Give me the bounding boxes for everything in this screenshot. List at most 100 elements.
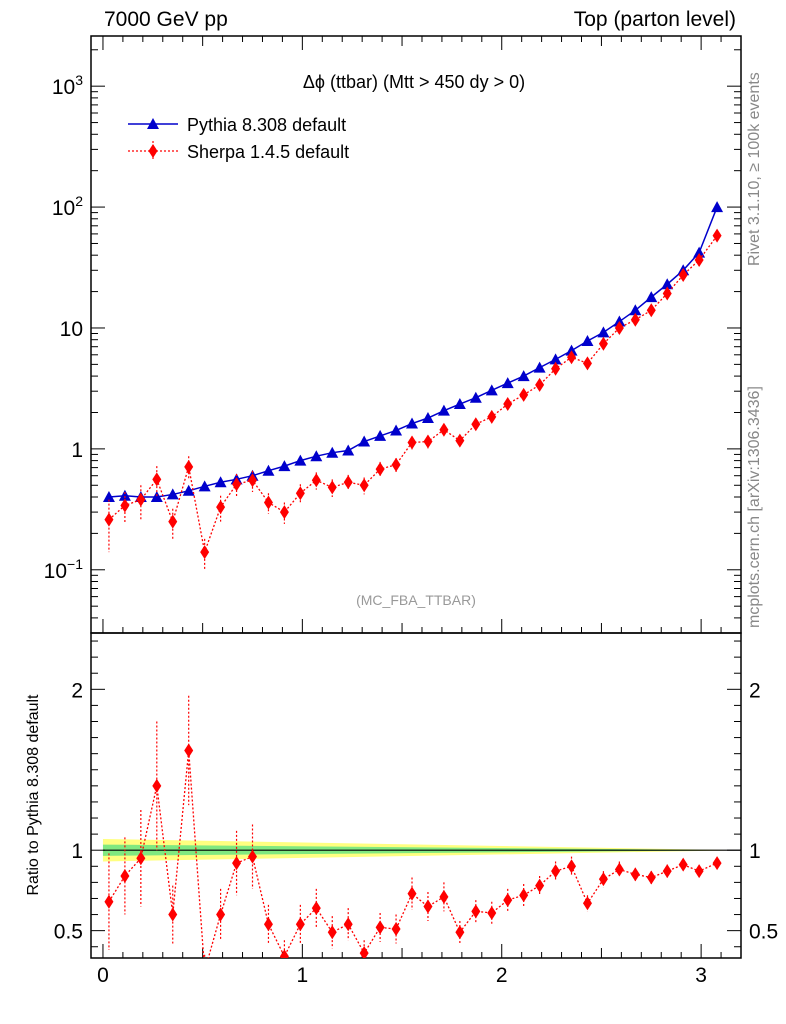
ratio-point — [519, 888, 529, 903]
ratio-point — [471, 904, 481, 919]
ratio-point — [503, 893, 513, 908]
ratio-point — [136, 851, 146, 866]
sherpa-point — [375, 462, 385, 477]
pythia-point — [102, 490, 115, 502]
pythia-point — [374, 429, 387, 441]
header-left-title: 7000 GeV pp — [104, 8, 228, 31]
sherpa-point — [455, 433, 465, 448]
ratio-point — [630, 867, 640, 882]
sherpa-point — [535, 377, 545, 392]
sherpa-point — [216, 500, 226, 515]
sherpa-point — [678, 268, 688, 283]
pythia-point — [501, 377, 514, 389]
sherpa-point — [152, 472, 162, 487]
pythia-point — [150, 490, 163, 502]
sherpa-point — [104, 512, 114, 527]
ratio-point — [200, 964, 209, 978]
pythia-point — [661, 278, 674, 290]
pythia-point — [214, 476, 227, 488]
ratio-y-tick-label-left: 1 — [71, 840, 83, 863]
sherpa-point — [136, 492, 146, 507]
ratio-y-tick-label-right: 2 — [749, 679, 761, 702]
ratio-point — [614, 862, 624, 877]
sherpa-point — [279, 505, 289, 520]
ratio-point — [662, 864, 672, 879]
ratio-point — [343, 917, 353, 932]
ratio-point — [168, 907, 178, 922]
legend-sherpa-label: Sherpa 1.4.5 default — [187, 142, 349, 162]
pythia-point — [629, 304, 642, 316]
ratio-point — [120, 868, 130, 883]
plot-title: Δϕ (ttbar) (Mtt > 450 dy > 0) — [303, 72, 525, 92]
sherpa-line — [108, 235, 718, 555]
ratio-point — [104, 894, 114, 909]
sherpa-point — [407, 435, 417, 450]
sherpa-point — [343, 475, 353, 490]
ratio-y-tick-label-right: 1 — [749, 840, 761, 863]
pythia-point — [469, 391, 482, 403]
sherpa-point — [439, 422, 449, 437]
ratio-point — [263, 917, 273, 932]
sherpa-point — [694, 252, 704, 267]
ratio-point — [582, 896, 592, 911]
pythia-point — [310, 450, 323, 462]
sherpa-point — [232, 477, 242, 492]
pythia-point — [453, 398, 466, 410]
sherpa-point — [359, 478, 369, 493]
pythia-point — [294, 454, 307, 466]
legend-pythia-marker — [147, 118, 159, 129]
sherpa-point — [503, 397, 513, 412]
pythia-point — [118, 489, 131, 501]
sherpa-point — [712, 228, 722, 243]
pythia-point — [198, 480, 211, 492]
pythia-point — [358, 435, 371, 447]
pythia-point — [565, 344, 578, 356]
ratio-point — [232, 856, 242, 871]
ratio-point — [567, 859, 577, 874]
pythia-point — [581, 335, 594, 347]
header-right-title: Top (parton level) — [573, 8, 736, 31]
ratio-point — [712, 856, 722, 871]
sherpa-point — [327, 480, 337, 495]
sherpa-point — [519, 387, 529, 402]
ratio-point — [423, 899, 433, 914]
sherpa-point — [646, 303, 656, 318]
pythia-point — [390, 424, 403, 436]
y-tick-label: 102 — [52, 193, 83, 220]
ratio-point — [407, 886, 417, 901]
pythia-point — [549, 353, 562, 365]
sherpa-point — [263, 495, 273, 510]
ratio-plot-frame — [90, 632, 742, 959]
pythia-point — [645, 291, 658, 303]
sherpa-point — [295, 486, 305, 501]
pythia-point — [182, 484, 195, 496]
sherpa-point — [487, 409, 497, 424]
sherpa-point — [662, 286, 672, 301]
pythia-point — [342, 444, 355, 456]
ratio-point — [598, 872, 608, 887]
ratio-point — [327, 925, 337, 940]
pythia-point — [533, 361, 546, 373]
sherpa-point — [551, 361, 561, 376]
ratio-series-group — [104, 695, 722, 978]
y-tick-label: 10 — [60, 318, 83, 341]
sherpa-point — [200, 545, 210, 560]
pythia-point — [326, 446, 339, 458]
ratio-y-tick-label-right: 0.5 — [749, 921, 778, 944]
sherpa-point — [168, 514, 178, 529]
sherpa-point — [311, 473, 321, 488]
pythia-point — [278, 460, 291, 472]
x-tick-label: 3 — [695, 964, 707, 987]
analysis-watermark: (MC_FBA_TTBAR) — [356, 592, 476, 608]
ratio-point — [455, 925, 465, 940]
ratio-point — [248, 849, 258, 864]
ratio-point — [439, 889, 449, 904]
ratio-point — [487, 905, 497, 920]
sherpa-point — [391, 457, 401, 472]
ratio-y-tick-label-left: 2 — [71, 679, 83, 702]
legend — [128, 118, 178, 161]
ratio-band-group — [102, 838, 741, 862]
sherpa-point — [423, 434, 433, 449]
x-tick-label: 0 — [97, 964, 109, 987]
